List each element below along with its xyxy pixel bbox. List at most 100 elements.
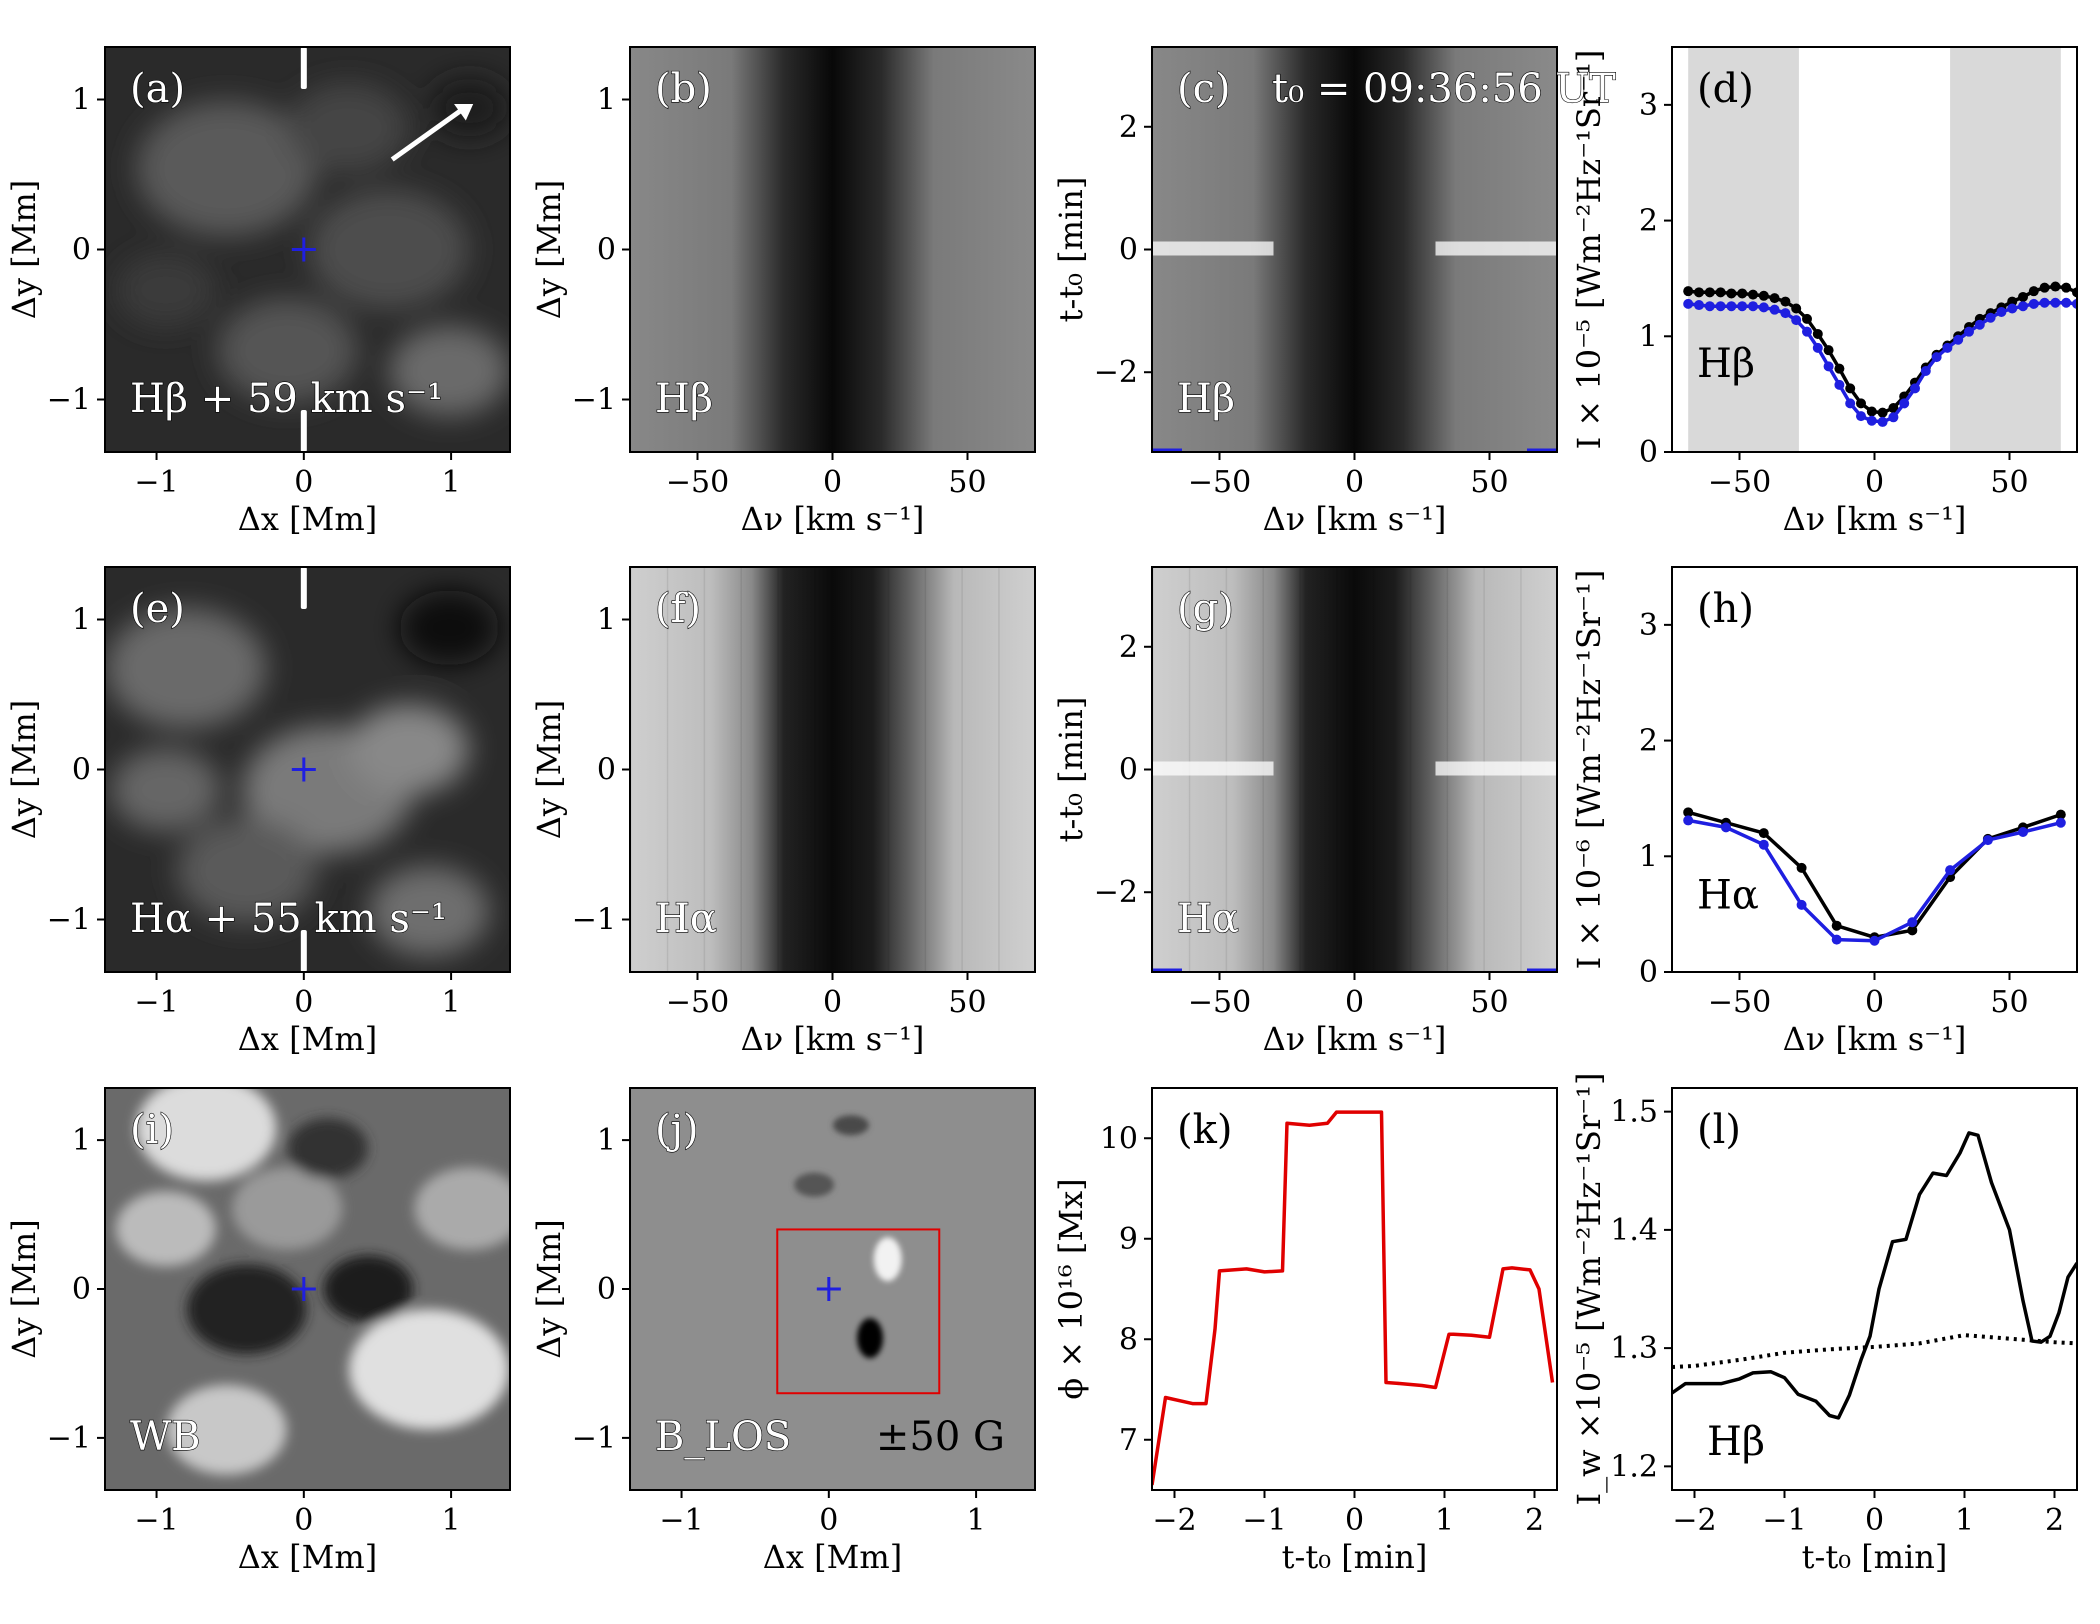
panel-k: −2 −1 0 1 2 7 8 9 10 t-t₀ [min] ϕ × 10¹⁶ [Mx] (k): [1052, 1087, 1558, 1576]
panel-b-plot-area: [630, 47, 1035, 452]
y-tick-label-0: 0: [1639, 435, 1658, 470]
texture-blob-3: [176, 818, 317, 924]
pixel-column-6: [1372, 567, 1375, 972]
series-0-point-5: [1737, 288, 1748, 299]
series-1-point-14: [1834, 379, 1845, 390]
series-0-point-15: [1845, 383, 1856, 394]
texture-blob-5: [323, 1255, 414, 1323]
series-1-point-22: [1920, 366, 1931, 376]
series-1-point-0: [1683, 815, 1694, 826]
series-1-point-6: [1748, 301, 1758, 312]
pixel-column-5: [1336, 567, 1338, 972]
series-1-point-4: [1831, 934, 1842, 945]
x-axis-label: Δν [km s⁻¹]: [1783, 1020, 1967, 1058]
series-0-point-4: [1726, 288, 1737, 299]
x-tick-label-2: 50: [948, 985, 986, 1020]
x-tick-label-1: 0: [823, 465, 842, 500]
panel-j: −1 0 1 −1 0 1 Δx [Mm] Δy [Mm] (j) B_LOS ±50 G: [530, 1087, 1036, 1576]
x-tick-label-2: 1: [442, 1503, 461, 1538]
texture-blob-1: [115, 1191, 216, 1267]
top-indicator-mark: [300, 567, 307, 609]
panel-f: −50 0 50 −1 0 1 Δν [km s⁻¹] Δy [Mm] (f) Hα: [530, 566, 1036, 1058]
x-tick-label-4: 2: [1525, 1503, 1544, 1538]
y-tick-label-3: 3: [1639, 88, 1658, 123]
series-1-point-18: [1877, 416, 1888, 427]
image-background: [630, 567, 1035, 972]
panel-annotation: Hα: [655, 896, 717, 942]
pixel-column-7: [887, 567, 890, 972]
series-0-point-10: [2055, 809, 2066, 820]
series-1-point-15: [1845, 398, 1856, 409]
direction-arrow-head: [454, 104, 474, 121]
plot-background: [1672, 567, 2077, 972]
y-tick-label-0: −2: [1094, 355, 1138, 390]
panel-g: −50 0 50 −2 0 2 Δν [km s⁻¹] t-t₀ [min] (g) Hα: [1052, 566, 1558, 1058]
shaded-band-1: [1950, 47, 2061, 452]
y-tick-label-1: 1.3: [1610, 1331, 1658, 1366]
series-1-point-27: [1974, 319, 1985, 330]
series-1-point-8: [1769, 304, 1780, 315]
panel-label: (d): [1697, 66, 1754, 112]
panel-annotation-2: ±50 G: [876, 1414, 1005, 1460]
image-background: [630, 47, 1035, 452]
dark-speckle-2: [832, 1115, 869, 1136]
x-tick-label-1: 0: [1345, 465, 1364, 500]
x-tick-label-1: −1: [1762, 1503, 1806, 1538]
panel-label: (j): [655, 1107, 699, 1153]
y-axis-label: Δy [Mm]: [5, 180, 43, 319]
x-axis-label: Δx [Mm]: [238, 500, 377, 538]
series-1-point-34: [2050, 297, 2061, 308]
series-0-point-14: [1834, 363, 1845, 374]
pixel-column-8: [924, 567, 927, 972]
series-1-point-3: [1796, 899, 1807, 910]
x-axis-label: Δx [Mm]: [763, 1538, 902, 1576]
x-axis-label: Δν [km s⁻¹]: [1263, 1020, 1447, 1058]
texture-blob-6: [186, 1264, 307, 1355]
series-1-point-5: [1869, 935, 1880, 946]
series-1-point-2: [1758, 839, 1769, 850]
panel-g-plot-area: [1152, 567, 1557, 972]
panel-label: (i): [130, 1107, 174, 1153]
y-tick-label-1: 0: [72, 753, 91, 788]
y-tick-label-1: 0: [1119, 233, 1138, 268]
x-tick-label-1: 0: [1865, 465, 1884, 500]
y-tick-label-2: 2: [1639, 724, 1658, 759]
series-0-point-2: [1704, 287, 1715, 298]
series-1-point-26: [1964, 326, 1974, 337]
series-0-point-16: [1856, 398, 1866, 409]
panel-l-plot-area: [1672, 1088, 2077, 1490]
series-1-point-36: [2072, 298, 2077, 309]
x-axis-label: Δx [Mm]: [238, 1020, 377, 1058]
x-tick-label-2: 50: [1470, 985, 1508, 1020]
x-axis-label: Δx [Mm]: [238, 1538, 377, 1576]
panel-h-plot-area: [1672, 567, 2077, 972]
y-axis-label: Δy [Mm]: [530, 700, 568, 839]
series-0-point-3: [1715, 287, 1726, 298]
x-tick-label-0: −1: [659, 1503, 703, 1538]
y-tick-label-2: 1: [72, 83, 91, 118]
series-0-point-35: [2061, 282, 2072, 293]
y-axis-label: ϕ × 10¹⁶ [Mx]: [1052, 1178, 1090, 1399]
series-0-point-13: [1823, 345, 1834, 356]
y-tick-label-2: 2: [1639, 204, 1658, 239]
panel-c-plot-area: [1152, 47, 1557, 452]
y-tick-label-3: 3: [1639, 608, 1658, 643]
panel-label: (l): [1697, 1107, 1741, 1153]
bright-band-left: [1152, 241, 1274, 256]
x-tick-label-1: 0: [823, 985, 842, 1020]
series-0-point-7: [1758, 290, 1769, 301]
series-1-point-21: [1910, 383, 1920, 394]
series-1-point-4: [1726, 301, 1737, 312]
series-1-point-25: [1953, 334, 1964, 345]
pixel-column-7: [1409, 567, 1412, 972]
panel-annotation: Hα + 55 km s⁻¹: [130, 896, 447, 942]
x-tick-label-1: 0: [294, 1503, 313, 1538]
texture-blob-3: [389, 326, 510, 416]
panel-label: (a): [130, 66, 185, 112]
series-0-point-6: [1907, 925, 1918, 936]
texture-blob-0: [106, 608, 266, 729]
y-tick-label-3: 10: [1100, 1121, 1138, 1156]
series-1-point-32: [2028, 298, 2039, 309]
y-tick-label-2: 1: [597, 83, 616, 118]
series-1-point-28: [1985, 312, 1996, 323]
